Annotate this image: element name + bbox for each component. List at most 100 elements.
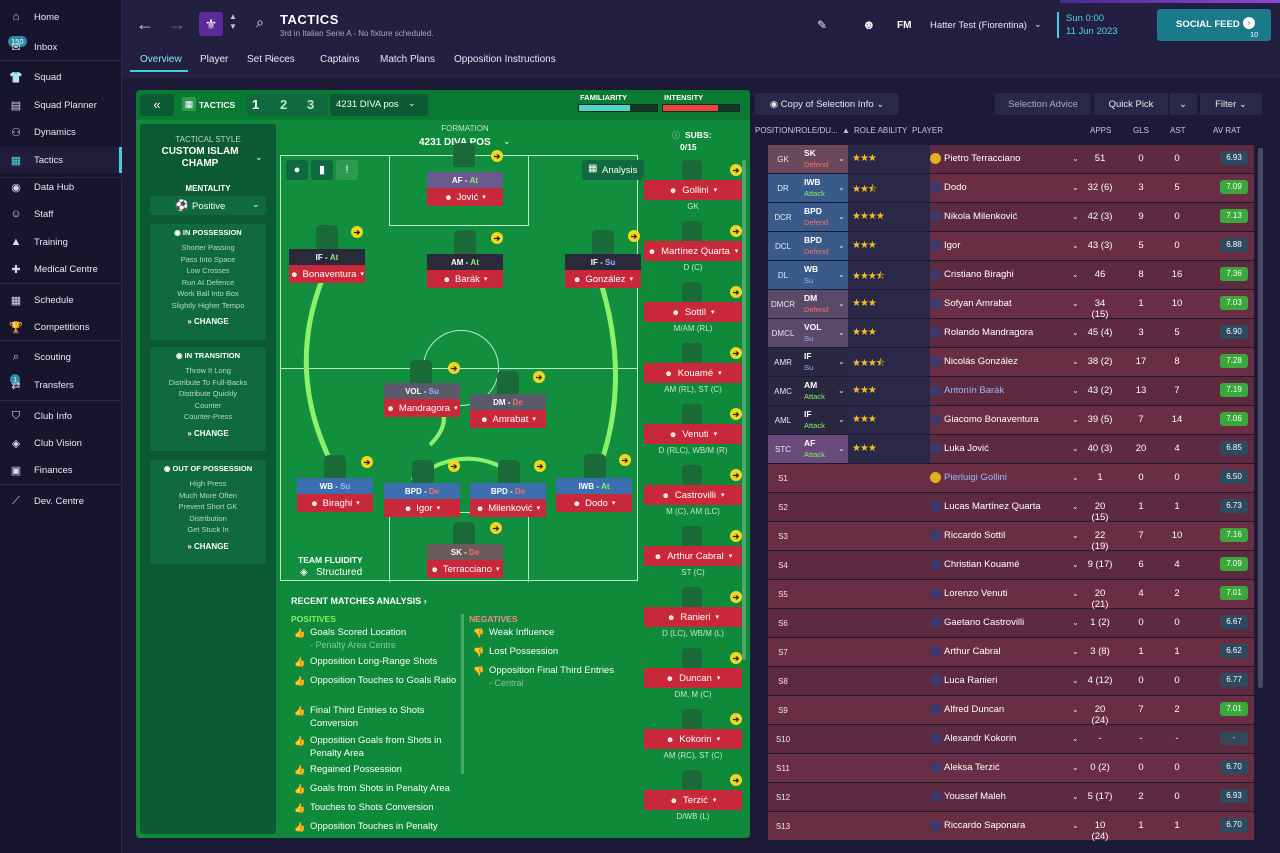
player-instructions-icon[interactable]: ➔ [628, 230, 640, 242]
row-player-name[interactable]: Lucas Martínez Quarta [944, 501, 1041, 512]
row-player-name[interactable]: Igor [944, 240, 961, 251]
in-transition-change[interactable]: CHANGE [194, 428, 229, 438]
player-dropdown-icon[interactable]: ▾ [454, 405, 458, 412]
row-player-name[interactable]: Sofyan Amrabat [944, 298, 1012, 309]
out-of-possession-change[interactable]: CHANGE [194, 541, 229, 551]
row-role[interactable] [798, 580, 848, 608]
player-chevron-icon[interactable]: ⌄ [1072, 415, 1079, 424]
sub-dropdown-icon[interactable]: ▾ [721, 492, 725, 499]
table-scrollbar[interactable] [1258, 148, 1263, 688]
row-player-name[interactable]: Alexandr Kokorin [944, 733, 1017, 744]
sub-player-card[interactable]: ☻ Sottil ▾ [644, 302, 742, 322]
sub-player-card[interactable]: ☻ Kokorin ▾ [644, 729, 742, 749]
sub-instructions-icon[interactable]: ➔ [730, 469, 742, 481]
sub-player-card[interactable]: ☻ Duncan ▾ [644, 668, 742, 688]
positive-item[interactable]: Opposition Long-Range Shots [310, 655, 460, 668]
player-dropdown-icon[interactable]: ▾ [483, 276, 488, 283]
player-chevron-icon[interactable]: ⌄ [1072, 212, 1079, 221]
player-chevron-icon[interactable]: ⌄ [1072, 241, 1079, 250]
row-role[interactable] [798, 725, 848, 753]
sidebar-item-dynamics[interactable]: ⚇ Dynamics [0, 119, 122, 145]
sub-instructions-icon[interactable]: ➔ [730, 347, 742, 359]
tactic-slot-3[interactable]: 3 [307, 97, 315, 112]
row-player-name[interactable]: Youssef Maleh [944, 791, 1006, 802]
table-row[interactable]: DR IWB Attack ⌄ ★★⯪ Dodo ⌄ 32 (6) 3 5 7.09 [768, 174, 1254, 202]
player-chevron-icon[interactable]: ⌄ [1072, 560, 1079, 569]
filter-button[interactable]: Filter ⌄ [1200, 93, 1262, 115]
row-role[interactable] [798, 464, 848, 492]
sidebar-item-dev-centre[interactable]: ⟋ Dev. Centre [0, 488, 122, 514]
sub-player-card[interactable]: ☻ Arthur Cabral ▾ [644, 546, 742, 566]
table-row[interactable]: AMC AM Attack ⌄ ★★★ Antonín Barák ⌄ 43 (2) 13 7 7.… [768, 377, 1254, 405]
sub-dropdown-icon[interactable]: ▾ [718, 370, 722, 377]
col-role-ability[interactable]: ROLE ABILITY [854, 126, 908, 135]
col-position[interactable]: POSITION/ROLE/DU... [755, 126, 838, 135]
sub-player-card[interactable]: ☻ Castrovilli ▾ [644, 485, 742, 505]
player-instructions-icon[interactable]: ➔ [351, 226, 363, 238]
row-role[interactable] [798, 493, 848, 521]
row-role[interactable]: BPD Defend ⌄ [798, 203, 848, 231]
sidebar-item-club-info[interactable]: ⛉ Club Info [0, 403, 122, 429]
sub-player-card[interactable]: ☻ Martínez Quarta ▾ [644, 241, 742, 261]
player-instructions-icon[interactable]: ➔ [491, 232, 503, 244]
sub-instructions-icon[interactable]: ➔ [730, 530, 742, 542]
role-chevron-icon[interactable]: ⌄ [838, 299, 845, 308]
pitch-player-card[interactable]: AF - At ☻ Jović ▾ [427, 172, 503, 206]
sub-dropdown-icon[interactable]: ▾ [716, 736, 721, 743]
table-row[interactable]: AMR IF Su ⌄ ★★★⯪ Nicolás González ⌄ 38 (2) 17 8 7.… [768, 348, 1254, 376]
row-player-name[interactable]: Luca Ranieri [944, 675, 998, 686]
table-row[interactable]: DMCL VOL Su ⌄ ★★★ Rolando Mandragora ⌄ 45 (4) 3 5… [768, 319, 1254, 347]
tab-set-pieces[interactable]: Set Pieces [247, 54, 295, 65]
row-player-name[interactable]: Cristiano Biraghi [944, 269, 1014, 280]
row-player-name[interactable]: Nicolás González [944, 356, 1018, 367]
tactic-slot-1[interactable]: 1 [252, 97, 260, 112]
row-player-name[interactable]: Lorenzo Venuti [944, 588, 1008, 599]
selection-advice-button[interactable]: Selection Advice [995, 93, 1091, 115]
sidebar-item-staff[interactable]: ☺ Staff [0, 201, 122, 227]
table-row[interactable]: S13 Riccardo Saponara ⌄ 10 (24) 1 1 6.70 [768, 812, 1254, 842]
role-chevron-icon[interactable]: ⌄ [838, 357, 845, 366]
col-goals[interactable]: GLS [1133, 126, 1150, 135]
col-player[interactable]: PLAYER [912, 126, 943, 135]
pitch-player-card[interactable]: IWB - At ☻ Dodo ▾ [556, 478, 632, 512]
table-row[interactable]: S12 Youssef Maleh ⌄ 5 (17) 2 0 6.93 [768, 783, 1254, 811]
player-chevron-icon[interactable]: ⌄ [1072, 763, 1079, 772]
row-role[interactable] [798, 754, 848, 782]
table-row[interactable]: S8 Luca Ranieri ⌄ 4 (12) 0 0 6.77 [768, 667, 1254, 695]
row-role[interactable]: VOL Su ⌄ [798, 319, 848, 347]
sidebar-item-inbox[interactable]: ✉ Inbox [0, 34, 122, 60]
positive-item[interactable]: Opposition Touches to Goals Ratio [310, 674, 460, 687]
sidebar-item-transfers[interactable]: ⇄ Transfers [0, 372, 122, 398]
row-role[interactable]: DM Defend ⌄ [798, 290, 848, 318]
sub-player-card[interactable]: ☻ Kouamé ▾ [644, 363, 742, 383]
tactical-style-name[interactable]: CUSTOM ISLAM CHAMP [161, 146, 239, 169]
player-chevron-icon[interactable]: ⌄ [1072, 357, 1079, 366]
sidebar-item-tactics[interactable]: ▦ Tactics [0, 147, 122, 173]
table-row[interactable]: AML IF Attack ⌄ ★★★ Giacomo Bonaventura ⌄ 39 (5… [768, 406, 1254, 434]
col-assists[interactable]: AST [1170, 126, 1186, 135]
row-player-name[interactable]: Arthur Cabral [944, 646, 1001, 657]
row-player-name[interactable]: Aleksa Terzić [944, 762, 1000, 773]
club-switch-chevron-icon[interactable]: ▲ ▼ [229, 12, 237, 31]
player-instructions-icon[interactable]: ➔ [448, 362, 460, 374]
row-player-name[interactable]: Dodo [944, 182, 967, 193]
sub-instructions-icon[interactable]: ➔ [730, 286, 742, 298]
sidebar-item-medical-centre[interactable]: ✚ Medical Centre [0, 256, 122, 282]
row-player-name[interactable]: Pierluigi Gollini [944, 472, 1007, 483]
sub-dropdown-icon[interactable]: ▾ [713, 187, 718, 194]
sub-instructions-icon[interactable]: ➔ [730, 164, 742, 176]
tactical-style-chevron-icon[interactable]: ⌄ [255, 152, 263, 162]
row-role[interactable] [798, 667, 848, 695]
player-instructions-icon[interactable]: ➔ [491, 150, 503, 162]
table-row[interactable]: S7 Arthur Cabral ⌄ 3 (8) 1 1 6.62 [768, 638, 1254, 666]
positive-item[interactable]: Goals Scored Location - Penalty Area Cent… [310, 626, 460, 652]
positive-item[interactable]: Goals from Shots in Penalty Area [310, 782, 460, 795]
row-role[interactable]: IWB Attack ⌄ [798, 174, 848, 202]
sidebar-item-squad[interactable]: 👕 Squad [0, 64, 122, 90]
table-row[interactable]: S11 Aleksa Terzić ⌄ 0 (2) 0 0 6.70 [768, 754, 1254, 782]
player-chevron-icon[interactable]: ⌄ [1072, 328, 1079, 337]
table-row[interactable]: S9 Alfred Duncan ⌄ 20 (24) 7 2 7.01 [768, 696, 1254, 726]
back-arrow-icon[interactable]: ← [136, 14, 154, 34]
player-chevron-icon[interactable]: ⌄ [1072, 183, 1079, 192]
pitch-player-card[interactable]: VOL - Su ☻ Mandragora ▾ [384, 383, 460, 417]
